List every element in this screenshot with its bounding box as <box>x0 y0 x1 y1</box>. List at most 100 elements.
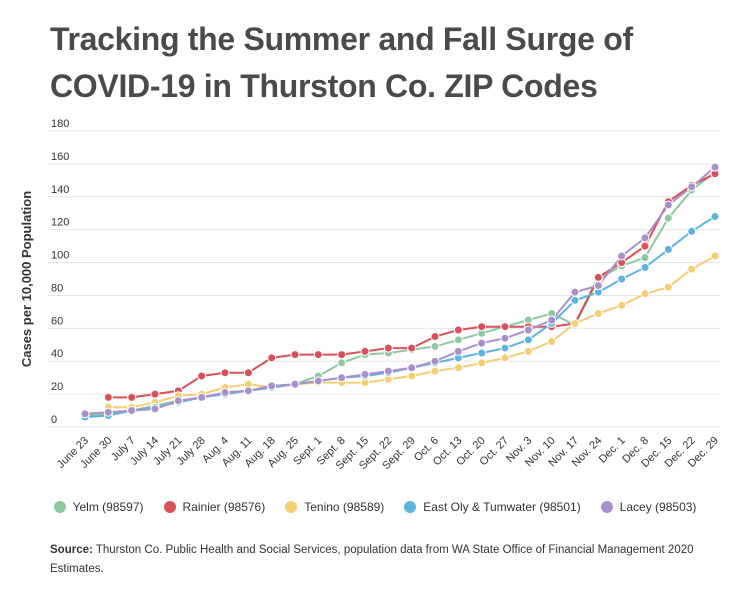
series-2-point <box>547 336 557 346</box>
series-0-point <box>453 335 463 345</box>
source-label: Source: <box>50 544 93 556</box>
series-4-point <box>337 373 347 383</box>
y-tick-label: 120 <box>51 217 69 229</box>
series-4-point <box>220 387 230 397</box>
y-tick-label: 20 <box>51 381 63 393</box>
chart-title-line-1: Tracking the Summer and Fall Surge of <box>50 21 633 57</box>
series-4-point <box>360 369 370 379</box>
y-tick-label: 0 <box>51 414 57 426</box>
series-1-point <box>360 346 370 356</box>
series-1-point <box>290 350 300 360</box>
series-1-point <box>453 325 463 335</box>
series-4-point <box>150 404 160 414</box>
series-0-point <box>430 341 440 351</box>
legend-item[interactable]: Lacey (98503) <box>600 500 697 514</box>
chart-title-line-2: COVID-19 in Thurston Co. ZIP Codes <box>50 68 598 104</box>
series-4-point <box>127 406 137 416</box>
series-2-point <box>570 318 580 328</box>
series-4-point <box>383 366 393 376</box>
legend-marker <box>404 501 417 513</box>
series-4-point <box>103 407 113 417</box>
legend-item[interactable]: Tenino (98589) <box>285 500 384 514</box>
series-4-point <box>500 333 510 343</box>
series-3-point <box>523 335 533 345</box>
series-4-point <box>663 200 673 210</box>
series-3-point <box>617 274 627 284</box>
y-tick-label: 100 <box>51 250 69 262</box>
series-line-0 <box>84 171 716 417</box>
y-tick-label: 160 <box>51 151 69 163</box>
legend-item[interactable]: East Oly & Tumwater (98501) <box>404 500 581 514</box>
series-1-point <box>430 332 440 342</box>
series-2-point <box>687 264 697 274</box>
legend-marker <box>53 501 66 513</box>
chart-title: Tracking the Summer and Fall Surge of CO… <box>50 16 710 110</box>
series-2-point <box>663 282 673 292</box>
series-4-point <box>570 287 580 297</box>
legend-label: Yelm (98597) <box>72 500 144 514</box>
legend-marker <box>600 501 613 513</box>
y-tick-label: 180 <box>51 118 69 130</box>
series-0-point <box>337 358 347 368</box>
y-tick-label: 60 <box>51 315 63 327</box>
y-tick-label: 140 <box>51 184 69 196</box>
series-2-point <box>640 289 650 299</box>
series-4-point <box>710 162 720 172</box>
series-4-point <box>687 182 697 192</box>
series-4-point <box>640 233 650 243</box>
series-2-point <box>593 309 603 319</box>
series-1-point <box>150 389 160 399</box>
series-4-point <box>547 315 557 325</box>
legend-label: Rainier (98576) <box>182 500 266 514</box>
series-1-point <box>267 353 277 363</box>
legend-marker <box>163 501 176 513</box>
series-2-point <box>407 371 417 381</box>
y-tick-label: 80 <box>51 282 63 294</box>
series-2-point <box>617 300 627 310</box>
series-1-point <box>313 350 323 360</box>
series-4-point <box>290 379 300 389</box>
series-4-point <box>453 346 463 356</box>
series-4-point <box>523 325 533 335</box>
y-tick-label: 40 <box>51 348 63 360</box>
series-1-point <box>407 343 417 353</box>
series-3-point <box>663 244 673 254</box>
series-1-point <box>197 371 207 381</box>
series-2-point <box>430 366 440 376</box>
series-4-point <box>243 386 253 396</box>
series-3-point <box>477 348 487 358</box>
series-1-point <box>127 392 137 402</box>
series-1-point <box>383 343 393 353</box>
series-2-point <box>477 358 487 368</box>
series-4-point <box>477 338 487 348</box>
legend-item[interactable]: Rainier (98576) <box>163 500 266 514</box>
series-4-point <box>173 396 183 406</box>
series-4-point <box>197 392 207 402</box>
series-3-point <box>710 212 720 222</box>
legend-item[interactable]: Yelm (98597) <box>53 500 144 514</box>
series-4-point <box>313 376 323 386</box>
series-1-point <box>640 241 650 251</box>
series-1-point <box>593 272 603 282</box>
series-1-point <box>103 392 113 402</box>
legend-label: East Oly & Tumwater (98501) <box>423 500 581 514</box>
series-3-point <box>640 262 650 272</box>
series-1-point <box>243 368 253 378</box>
series-4-point <box>593 281 603 291</box>
series-2-point <box>523 346 533 356</box>
series-0-point <box>640 253 650 263</box>
source-text: Thurston Co. Public Health and Social Se… <box>50 544 694 575</box>
line-chart: 0 20 40 60 80 100 120 140 160 180 Cases per 10,000… <box>19 118 721 472</box>
series-2-point <box>500 353 510 363</box>
legend-label: Lacey (98503) <box>619 500 697 514</box>
legend-marker <box>285 501 298 513</box>
legend-label: Tenino (98589) <box>304 500 385 514</box>
legend: Yelm (98597) Rainier (98576) Tenino (98589… <box>0 500 750 514</box>
series-1-point <box>337 350 347 360</box>
source-note: Source: Thurston Co. Public Health and S… <box>50 541 730 579</box>
series-2-point <box>453 363 463 373</box>
series-3-point <box>500 343 510 353</box>
series-3-point <box>570 295 580 305</box>
series-line-4 <box>84 166 716 415</box>
